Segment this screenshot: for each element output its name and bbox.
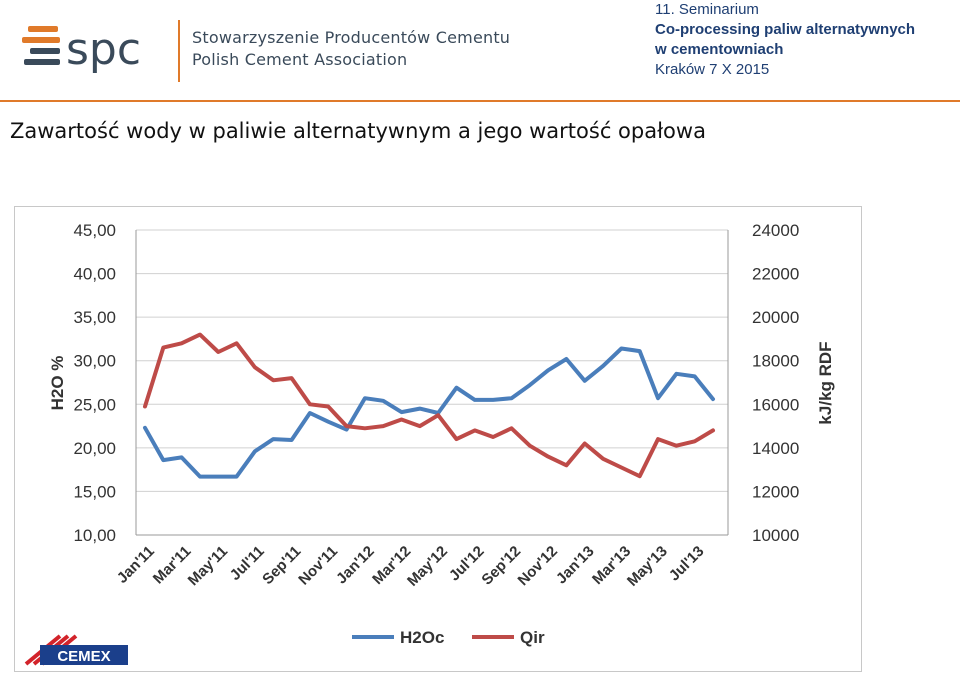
chart-frame [14, 206, 862, 672]
y-right-tick-label: 22000 [752, 265, 799, 284]
org-name-english: Polish Cement Association [192, 50, 408, 69]
spc-logo-mark [22, 26, 60, 65]
cemex-logo-bar [40, 645, 128, 665]
cemex-logo-text: CEMEX [57, 648, 110, 665]
x-tick-label: Jul'13 [666, 543, 708, 585]
x-tick-label: May'11 [185, 543, 231, 589]
y-left-tick-label: 15,00 [73, 482, 116, 501]
org-name-polish: Stowarzyszenie Producentów Cementu [192, 28, 511, 47]
cemex-logo: CEMEX [24, 634, 128, 666]
seminar-place-date: Kraków 7 X 2015 [655, 61, 770, 78]
y-left-tick-label: 10,00 [73, 526, 116, 545]
y-right-tick-label: 20000 [752, 308, 799, 327]
y-left-tick-label: 30,00 [73, 352, 116, 371]
x-tick-label: Sep'12 [478, 543, 524, 589]
seminar-info: 11. Seminarium Co-processing paliw alter… [655, 0, 955, 80]
x-tick-label: May'12 [404, 543, 451, 590]
x-tick-label: Jan'12 [333, 543, 378, 588]
y-left-tick-label: 40,00 [73, 265, 116, 284]
slide-title: Zawartość wody w paliwie alternatywnym a… [10, 119, 706, 143]
x-tick-label: Nov'11 [295, 543, 341, 589]
seminar-subtitle: w cementowniach [655, 41, 784, 58]
y-left-axis-title: H2O % [48, 356, 67, 411]
series-line-h2oc [143, 346, 715, 479]
y-right-tick-label: 24000 [752, 221, 799, 240]
x-tick-label: Sep'11 [259, 543, 304, 588]
y-right-axis-title: kJ/kg RDF [816, 341, 835, 424]
y-left-tick-label: 45,00 [73, 221, 116, 240]
x-tick-label: May'13 [624, 543, 671, 590]
y-left-tick-label: 35,00 [73, 308, 116, 327]
seminar-title: Co-processing paliw alternatywnych [655, 21, 916, 38]
series-line-qir [143, 332, 715, 479]
spc-logo: spc [22, 18, 172, 82]
legend-label-h2oc: H2Oc [400, 628, 444, 647]
y-right-tick-label: 10000 [752, 526, 799, 545]
org-name: Stowarzyszenie Producentów Cementu Polis… [178, 20, 518, 82]
legend-label-qir: Qir [520, 628, 545, 647]
y-right-tick-label: 12000 [752, 482, 799, 501]
y-right-tick-label: 16000 [752, 395, 799, 414]
x-tick-label: Nov'12 [515, 543, 561, 589]
y-left-tick-label: 25,00 [73, 395, 116, 414]
y-right-tick-label: 18000 [752, 352, 799, 371]
spc-logo-text: spc [66, 24, 141, 75]
y-left-tick-label: 20,00 [73, 439, 116, 458]
y-right-tick-label: 14000 [752, 439, 799, 458]
header-divider [0, 100, 960, 102]
x-tick-label: Jan'11 [114, 543, 158, 587]
seminar-number: 11. Seminarium [655, 1, 759, 18]
x-tick-label: Jan'13 [553, 543, 598, 588]
